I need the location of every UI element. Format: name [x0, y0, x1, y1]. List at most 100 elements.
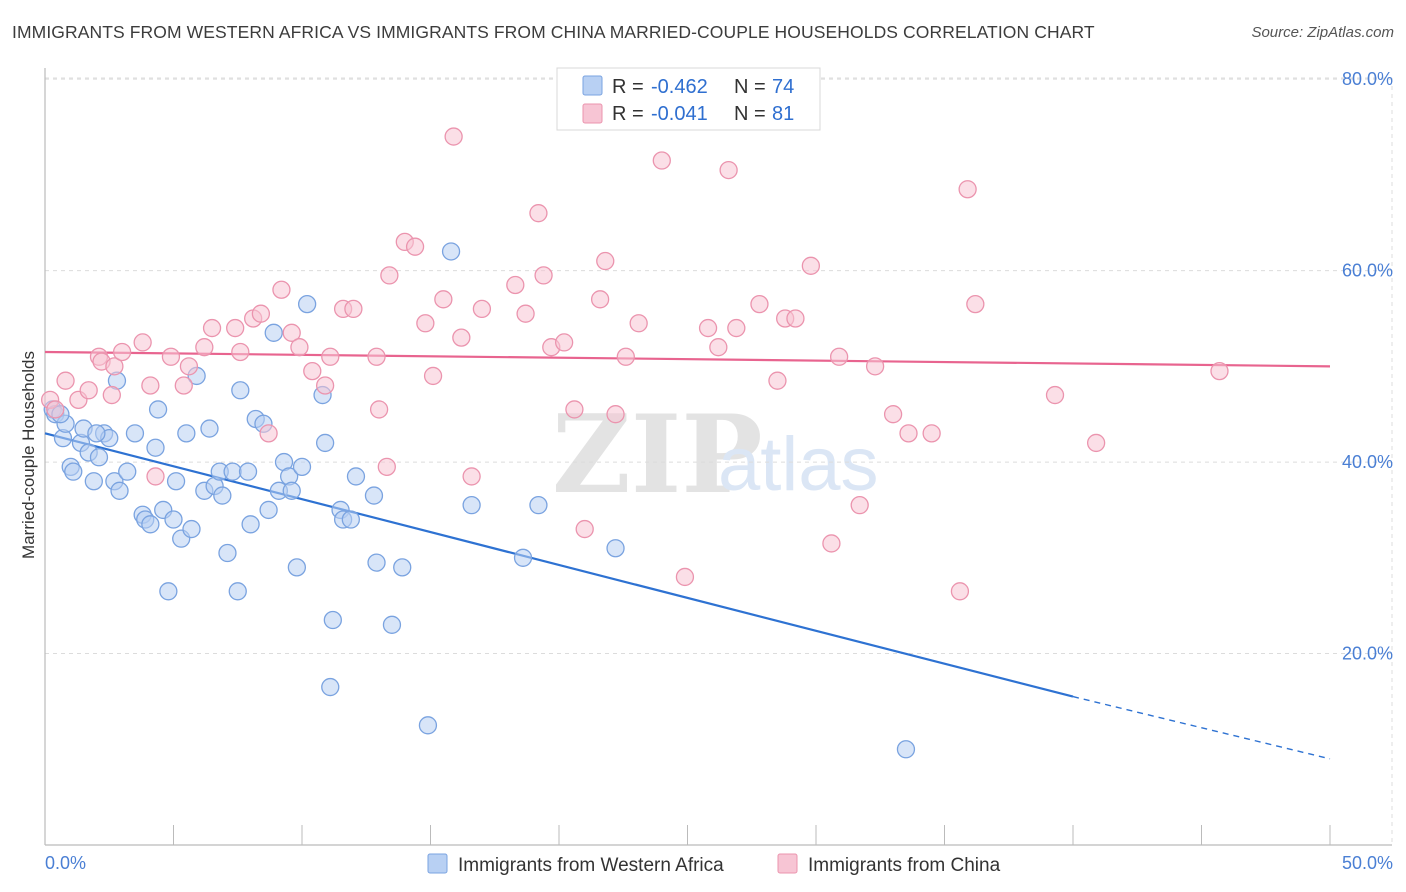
point-china — [652, 151, 671, 170]
point-china — [1086, 433, 1106, 453]
watermark-zip: ZIP — [552, 392, 763, 518]
point-china — [282, 323, 301, 342]
point-china — [616, 347, 635, 366]
point-china — [290, 338, 309, 357]
bottom-legend-label-blue: Immigrants from Western Africa — [458, 855, 724, 876]
point-china — [966, 294, 985, 314]
point-western-africa — [141, 515, 160, 534]
point-china — [46, 400, 65, 419]
point-western-africa — [513, 548, 533, 567]
point-china — [56, 371, 75, 390]
trend-line-western-africa-extension — [1072, 695, 1331, 760]
point-china — [801, 256, 821, 275]
point-china — [202, 318, 222, 338]
point-china — [575, 519, 594, 539]
point-western-africa — [606, 539, 625, 558]
point-china — [102, 385, 121, 405]
legend-n-label-a: N = — [734, 76, 766, 98]
point-western-africa — [315, 433, 335, 453]
point-western-africa — [164, 510, 183, 529]
point-western-africa — [146, 438, 165, 457]
point-western-africa — [321, 677, 340, 697]
point-china — [719, 160, 738, 180]
y-axis-label: Married-couple Households — [19, 351, 38, 559]
scatter-points — [40, 127, 1229, 759]
bottom-legend: Immigrants from Western Africa Immigrant… — [427, 853, 1001, 876]
point-china — [179, 357, 199, 376]
point-china — [321, 347, 340, 366]
bottom-legend-label-pink: Immigrants from China — [808, 855, 1001, 876]
point-china — [883, 405, 903, 424]
point-china — [195, 338, 214, 357]
point-china — [380, 266, 399, 285]
point-western-africa — [323, 610, 342, 630]
x-tick-label: 0.0% — [45, 853, 86, 873]
point-china — [444, 127, 463, 146]
point-western-africa — [87, 424, 106, 443]
legend-r-label-a: R = — [612, 76, 644, 98]
point-china — [768, 371, 787, 390]
point-china — [865, 357, 885, 376]
point-china — [416, 314, 435, 333]
point-china — [272, 280, 291, 299]
chart-source: Source: ZipAtlas.com — [1251, 24, 1394, 41]
legend-n-value-a: 74 — [772, 76, 794, 98]
chart-title: IMMIGRANTS FROM WESTERN AFRICA VS IMMIGR… — [12, 22, 1095, 42]
point-china — [899, 424, 918, 443]
point-western-africa — [200, 419, 219, 438]
point-china — [606, 405, 625, 424]
point-china — [698, 318, 718, 338]
legend-r-value-a: -0.462 — [651, 76, 708, 98]
bottom-legend-swatch-pink — [777, 853, 798, 874]
legend-r-label-b: R = — [612, 103, 644, 125]
point-china — [315, 376, 335, 395]
legend-r-value-b: -0.041 — [651, 103, 708, 125]
point-china — [462, 467, 481, 486]
legend-swatch-pink — [582, 103, 603, 124]
point-western-africa — [159, 582, 178, 601]
point-china — [786, 309, 805, 328]
point-western-africa — [182, 519, 201, 539]
point-china — [133, 333, 152, 352]
point-western-africa — [213, 486, 232, 505]
point-china — [377, 457, 396, 477]
legend-n-value-b: 81 — [772, 103, 794, 125]
point-western-africa — [259, 500, 278, 520]
point-western-africa — [529, 496, 548, 515]
legend-n-label-b: N = — [734, 103, 766, 125]
point-china — [922, 424, 941, 443]
axes: 20.0% 40.0% 60.0% 80.0% 0.0% 50.0% — [44, 68, 1393, 873]
point-china — [529, 204, 548, 223]
point-western-africa — [166, 472, 186, 491]
point-china — [590, 290, 610, 309]
point-china — [259, 424, 278, 443]
y-tick-label: 80.0% — [1342, 69, 1393, 89]
point-china — [367, 347, 386, 366]
point-china — [1210, 361, 1229, 381]
point-china — [554, 333, 574, 352]
point-western-africa — [223, 462, 242, 481]
point-western-africa — [346, 467, 366, 486]
point-western-africa — [462, 496, 481, 515]
point-western-africa — [218, 543, 237, 563]
watermark-atlas: atlas — [718, 422, 879, 507]
point-western-africa — [264, 323, 283, 342]
point-western-africa — [231, 381, 250, 400]
point-western-africa — [364, 486, 384, 505]
point-western-africa — [297, 294, 317, 314]
point-western-africa — [418, 716, 438, 735]
point-western-africa — [238, 462, 258, 481]
point-western-africa — [441, 242, 461, 261]
trend-line-china — [44, 350, 1331, 368]
point-china — [534, 266, 553, 285]
point-china — [146, 467, 165, 486]
point-western-africa — [393, 558, 412, 577]
point-china — [1045, 385, 1065, 405]
point-western-africa — [89, 448, 109, 467]
point-china — [472, 299, 492, 319]
point-china — [727, 318, 746, 338]
point-china — [405, 237, 425, 256]
legend-box: R = -0.462 N = 74 R = -0.041 N = 81 — [556, 67, 821, 131]
point-china — [822, 534, 841, 553]
